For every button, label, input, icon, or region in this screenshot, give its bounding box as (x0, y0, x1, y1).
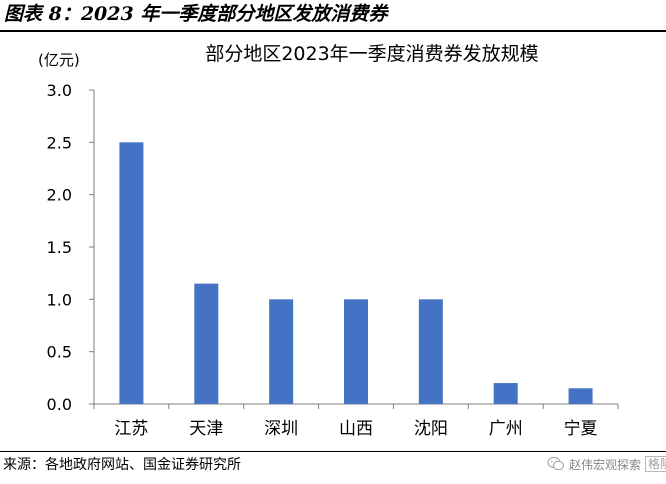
x-tick-label: 沈阳 (414, 419, 448, 439)
chart-title: 部分地区2023年一季度消费券发放规模 (205, 43, 538, 65)
y-axis: 0.0 0.5 1.0 1.5 2.0 2.5 3.0 (47, 81, 95, 414)
y-tick-label: 2.0 (47, 186, 72, 205)
wechat-icon (547, 456, 565, 471)
y-tick-label: 0.0 (47, 395, 72, 414)
y-tick-label: 1.5 (47, 238, 72, 257)
y-tick-label: 3.0 (47, 81, 72, 100)
y-tick-label: 2.5 (47, 133, 72, 152)
x-tick-label: 宁夏 (564, 419, 598, 439)
x-tick-label: 山西 (339, 419, 373, 439)
x-axis: 江苏 天津 深圳 山西 沈阳 广州 宁夏 (93, 403, 619, 439)
x-tick-label: 广州 (489, 419, 523, 439)
source-note: 来源：各地政府网站、国金证券研究所 (3, 457, 241, 473)
x-tick-label: 深圳 (264, 419, 298, 439)
figure-title: 图表 8：2023 年一季度部分地区发放消费券 (4, 3, 388, 25)
bar-江苏 (119, 142, 144, 404)
y-tick-label: 0.5 (47, 343, 72, 362)
bar-天津 (194, 283, 219, 404)
x-tick-label: 天津 (189, 419, 223, 439)
x-tick-label: 江苏 (114, 419, 148, 439)
watermark-account: 赵伟宏观探索 (569, 457, 642, 472)
bar-沈阳 (418, 299, 443, 404)
bar-广州 (493, 383, 518, 404)
bar-宁夏 (568, 388, 593, 404)
y-tick-label: 1.0 (47, 290, 72, 309)
watermark: 赵伟宏观探索 格隆汇 (547, 455, 666, 473)
y-axis-unit-label: (亿元) (38, 51, 80, 69)
title-rule (0, 30, 666, 32)
bar-山西 (344, 299, 368, 404)
bar-深圳 (269, 299, 294, 404)
footer-rule (0, 451, 666, 452)
bar-chart: 部分地区2023年一季度消费券发放规模 (亿元) 0.0 0.5 1.0 1.5 2.0… (38, 43, 619, 439)
bars (119, 142, 593, 404)
watermark-logo: 格隆汇 (645, 456, 666, 472)
